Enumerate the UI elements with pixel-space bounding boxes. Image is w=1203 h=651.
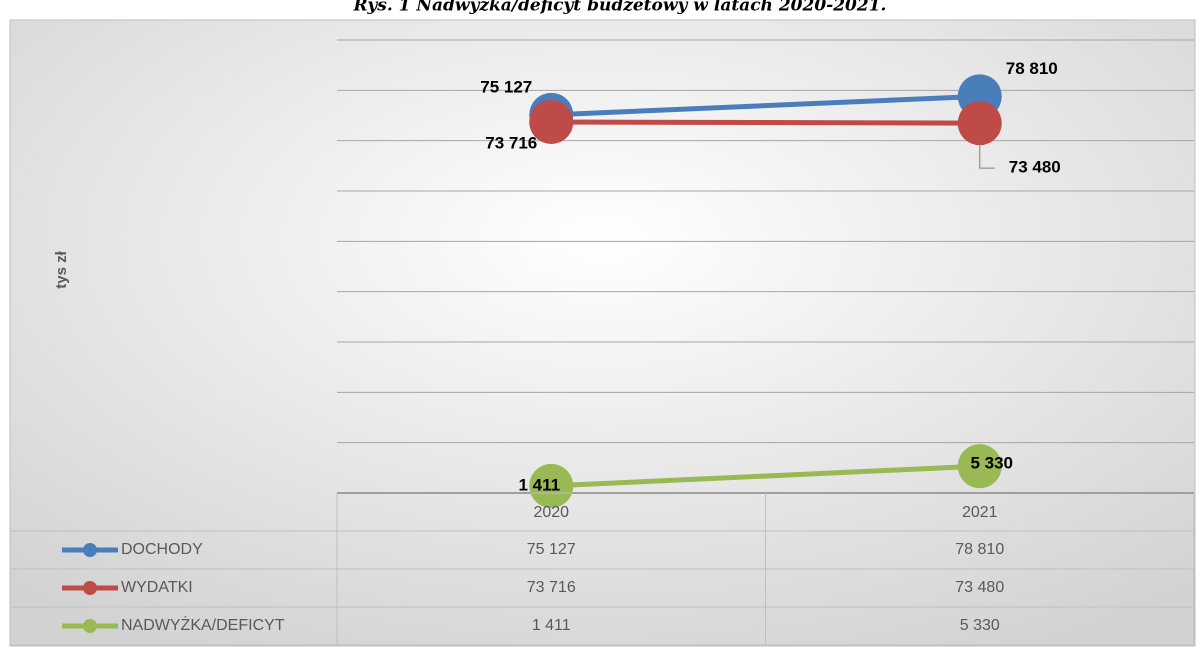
table-cell: 73 716 [527,579,576,596]
data-point [529,99,574,144]
data-point [957,444,1002,489]
legend-marker [83,619,97,633]
series-line [551,463,980,489]
data-point [529,463,574,508]
data-label: 73 480 [1009,158,1061,177]
table-cell: 1 411 [532,617,571,634]
series-line [551,93,980,118]
x-tick-label: 2021 [962,504,998,521]
data-label: 1 411 [518,475,560,494]
data-label: 75 127 [480,77,532,96]
leader-line [979,143,995,169]
chart-title: Rys. 1 Nadwyżka/deficyt budżetowy w lata… [353,0,887,16]
table-cell: 75 127 [527,541,576,558]
data-label: 5 330 [970,454,1013,473]
legend-marker [83,581,97,595]
legend-label: WYDATKI [121,579,193,596]
x-tick-label: 2020 [533,504,569,521]
data-label: 73 716 [485,133,537,152]
legend-label: NADWYŻKA/DEFICYT [121,615,285,634]
y-axis-title: tys zł [53,250,70,288]
table-cell: 78 810 [955,541,1004,558]
table-cell: 5 330 [960,617,1000,634]
legend-label: DOCHODY [121,541,203,558]
legend-marker [83,543,97,557]
table-cell: 73 480 [955,579,1004,596]
series-line [551,119,980,126]
data-label: 78 810 [1006,59,1058,78]
data-point [957,101,1002,146]
